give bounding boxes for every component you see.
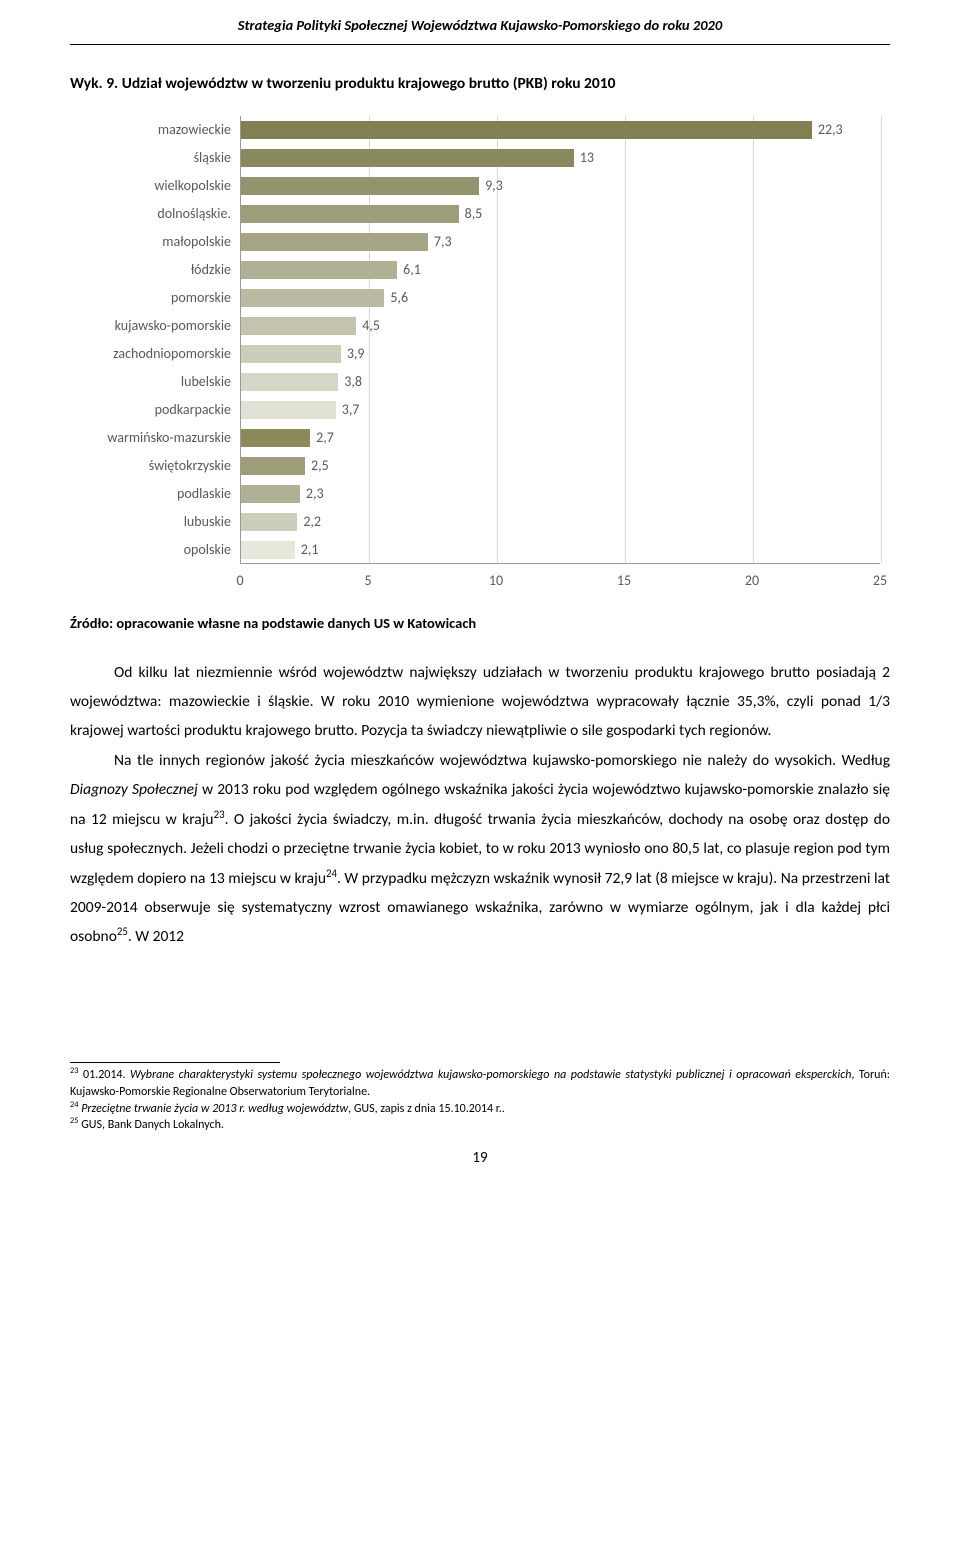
bar-value-label: 2,2 (303, 509, 321, 536)
bar-category-label: podlaskie (71, 485, 231, 503)
bar-category-label: warmińsko-mazurskie (71, 429, 231, 447)
bar-row: podlaskie2,3 (241, 485, 324, 503)
bar (241, 149, 574, 167)
bar-category-label: zachodniopomorskie (71, 345, 231, 363)
bar-row: kujawsko-pomorskie4,5 (241, 317, 380, 335)
fn24-num: 24 (70, 1100, 79, 1110)
bar-value-label: 3,8 (344, 369, 362, 396)
bar-value-label: 3,9 (347, 341, 365, 368)
bar-row: wielkopolskie9,3 (241, 177, 503, 195)
x-tick-label: 5 (364, 568, 371, 595)
running-header: Strategia Polityki Społecznej Województw… (70, 0, 890, 45)
bar (241, 345, 341, 363)
bar (241, 121, 812, 139)
x-tick-label: 20 (745, 568, 759, 595)
bar-value-label: 3,7 (342, 397, 360, 424)
fn24-c: , GUS, zapis z dnia 15.10.2014 r.. (348, 1102, 505, 1116)
bar (241, 233, 428, 251)
bar-category-label: śląskie (71, 149, 231, 167)
footnote-23: 23 01.2014. Wybrane charakterystyki syst… (70, 1067, 890, 1101)
bar-category-label: mazowieckie (71, 121, 231, 139)
bar-row: lubuskie2,2 (241, 513, 321, 531)
bar (241, 177, 479, 195)
bar-value-label: 22,3 (818, 117, 843, 144)
x-tick-label: 15 (617, 568, 631, 595)
bar (241, 485, 300, 503)
bar (241, 541, 295, 559)
paragraph-2: Na tle innych regionów jakość życia mies… (70, 746, 890, 952)
bar (241, 513, 297, 531)
bar-category-label: lubuskie (71, 513, 231, 531)
bar-row: mazowieckie22,3 (241, 121, 843, 139)
bar-row: warmińsko-mazurskie2,7 (241, 429, 334, 447)
bar-category-label: pomorskie (71, 289, 231, 307)
x-tick-label: 25 (873, 568, 887, 595)
bar-value-label: 7,3 (434, 229, 452, 256)
bar-chart: mazowieckie22,3śląskie13wielkopolskie9,3… (70, 116, 890, 586)
footnote-25: 25 GUS, Bank Danych Lokalnych. (70, 1117, 890, 1134)
bar-category-label: wielkopolskie (71, 177, 231, 195)
page-number: 19 (0, 1144, 960, 1193)
figure-title: Wyk. 9. Udział województw w tworzeniu pr… (70, 69, 890, 98)
bar (241, 429, 310, 447)
x-tick-label: 10 (489, 568, 503, 595)
bar-value-label: 9,3 (485, 173, 503, 200)
p2-seg-a: Na tle innych regionów jakość życia mies… (114, 751, 890, 770)
fn24-b: Przeciętne trwanie życia w 2013 r. wedłu… (81, 1102, 348, 1116)
fn23-a: 01.2014. (79, 1068, 131, 1082)
bar-value-label: 2,5 (311, 453, 329, 480)
bar-row: śląskie13 (241, 149, 594, 167)
footnotes: 23 01.2014. Wybrane charakterystyki syst… (70, 1063, 890, 1134)
bar-value-label: 2,7 (316, 425, 334, 452)
bar-category-label: kujawsko-pomorskie (71, 317, 231, 335)
bar-value-label: 6,1 (403, 257, 421, 284)
bar-value-label: 2,3 (306, 481, 324, 508)
bar-row: zachodniopomorskie3,9 (241, 345, 365, 363)
footnote-24: 24 Przeciętne trwanie życia w 2013 r. we… (70, 1101, 890, 1118)
bar-value-label: 5,6 (390, 285, 408, 312)
bar-category-label: podkarpackie (71, 401, 231, 419)
footnote-ref-23: 23 (214, 808, 225, 821)
fn25-num: 25 (70, 1116, 79, 1126)
fn23-num: 23 (70, 1066, 79, 1076)
bar-row: świętokrzyskie2,5 (241, 457, 329, 475)
paragraph-1: Od kilku lat niezmiennie wśród województ… (70, 658, 890, 746)
bar (241, 457, 305, 475)
p2-italic: Diagnozy Społecznej (70, 780, 198, 799)
bar (241, 373, 338, 391)
fn25-a: GUS, Bank Danych Lokalnych. (79, 1118, 224, 1132)
bar (241, 317, 356, 335)
bar-value-label: 4,5 (362, 313, 380, 340)
bar (241, 289, 384, 307)
x-tick-label: 0 (236, 568, 243, 595)
bar (241, 261, 397, 279)
bar-category-label: lubelskie (71, 373, 231, 391)
footnote-ref-24: 24 (326, 866, 337, 879)
bar-row: pomorskie5,6 (241, 289, 408, 307)
bar-value-label: 13 (580, 145, 594, 172)
p2-seg-f: . W 2012 (128, 927, 184, 946)
bar (241, 205, 459, 223)
bar-row: łódzkie6,1 (241, 261, 421, 279)
bar-row: dolnośląskie.8,5 (241, 205, 482, 223)
footnote-ref-25: 25 (117, 925, 128, 938)
bar-category-label: dolnośląskie. (71, 205, 231, 223)
fn23-b: Wybrane charakterystyki systemu społeczn… (130, 1068, 851, 1082)
page-content: Wyk. 9. Udział województw w tworzeniu pr… (0, 69, 960, 1135)
bar-row: podkarpackie3,7 (241, 401, 359, 419)
bar-category-label: łódzkie (71, 261, 231, 279)
bar-value-label: 8,5 (465, 201, 483, 228)
bar-category-label: małopolskie (71, 233, 231, 251)
bar-value-label: 2,1 (301, 537, 319, 564)
bar-row: opolskie2,1 (241, 541, 318, 559)
chart-source: Źródło: opracowanie własne na podstawie … (70, 610, 890, 638)
bar-row: małopolskie7,3 (241, 233, 452, 251)
bar (241, 401, 336, 419)
bar-row: lubelskie3,8 (241, 373, 362, 391)
bar-category-label: świętokrzyskie (71, 457, 231, 475)
bar-category-label: opolskie (71, 541, 231, 559)
